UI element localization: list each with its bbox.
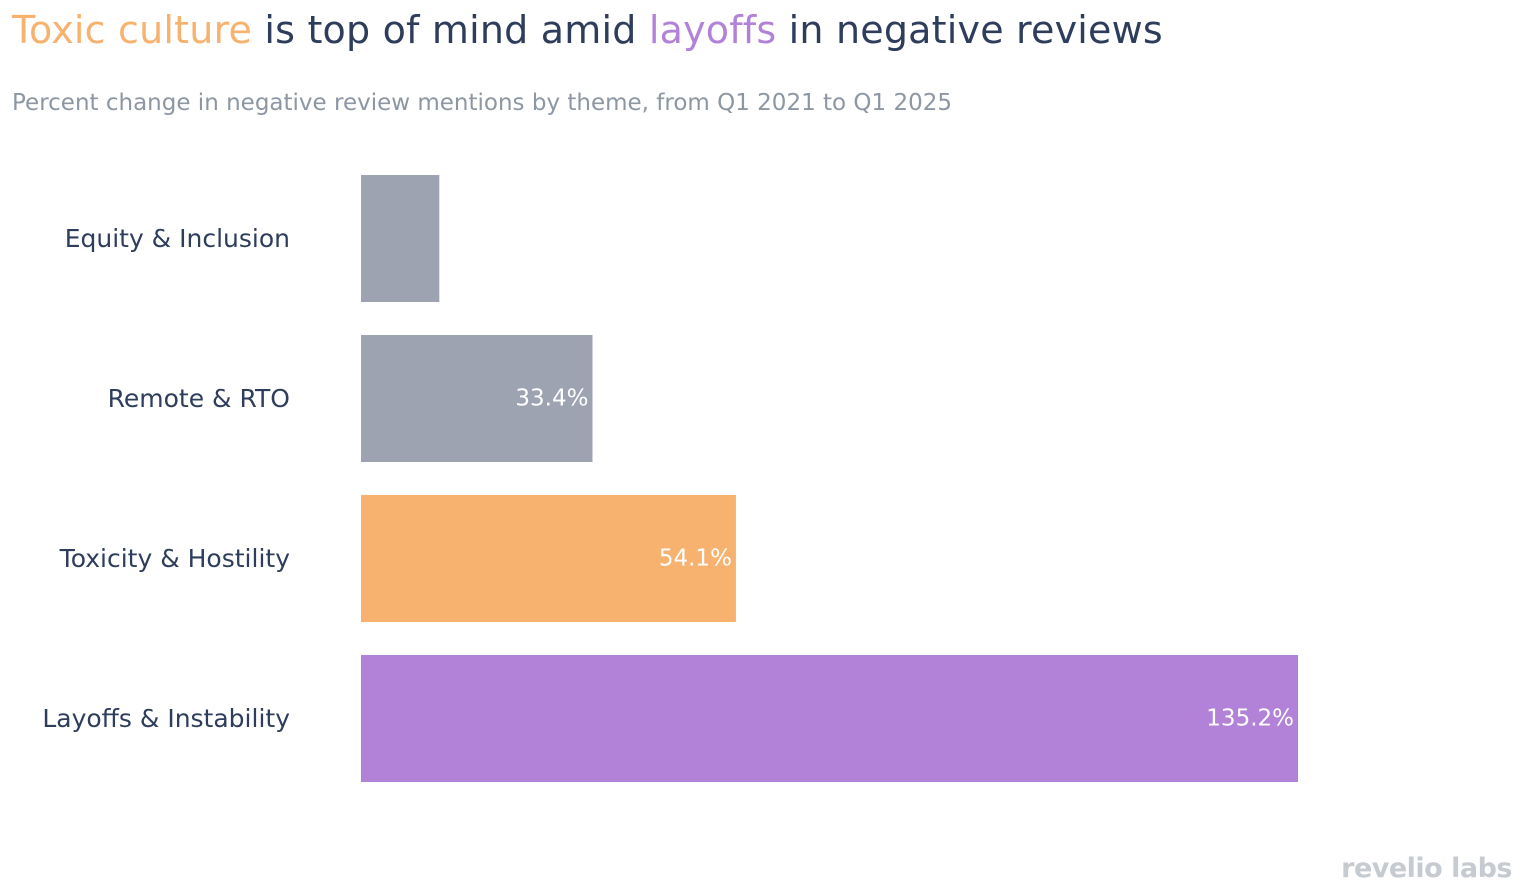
title-text-middle: is top of mind amid [252, 8, 649, 52]
title-highlight-toxic-culture: Toxic culture [12, 8, 253, 52]
bar-equity-inclusion [361, 175, 440, 302]
value-label-layoffs-instability: 135.2% [1206, 706, 1294, 732]
bar-remote-rto [361, 335, 593, 462]
value-label-toxicity-hostility: 54.1% [659, 546, 732, 572]
revelio-labs-logo: revelio labs [1341, 853, 1512, 884]
bar-layoffs-instability [361, 655, 1298, 782]
value-label-remote-rto: 33.4% [515, 386, 588, 412]
bar-toxicity-hostility [361, 495, 736, 622]
category-label-remote-rto: Remote & RTO [108, 384, 290, 413]
category-label-layoffs-instability: Layoffs & Instability [42, 704, 290, 733]
title-highlight-layoffs: layoffs [648, 8, 777, 52]
category-label-equity-inclusion: Equity & Inclusion [65, 224, 290, 253]
category-label-toxicity-hostility: Toxicity & Hostility [59, 544, 291, 573]
chart-subtitle: Percent change in negative review mentio… [12, 90, 953, 116]
chart-title: Toxic culture is top of mind amid layoff… [12, 8, 1163, 52]
title-text-end: in negative reviews [776, 8, 1163, 52]
